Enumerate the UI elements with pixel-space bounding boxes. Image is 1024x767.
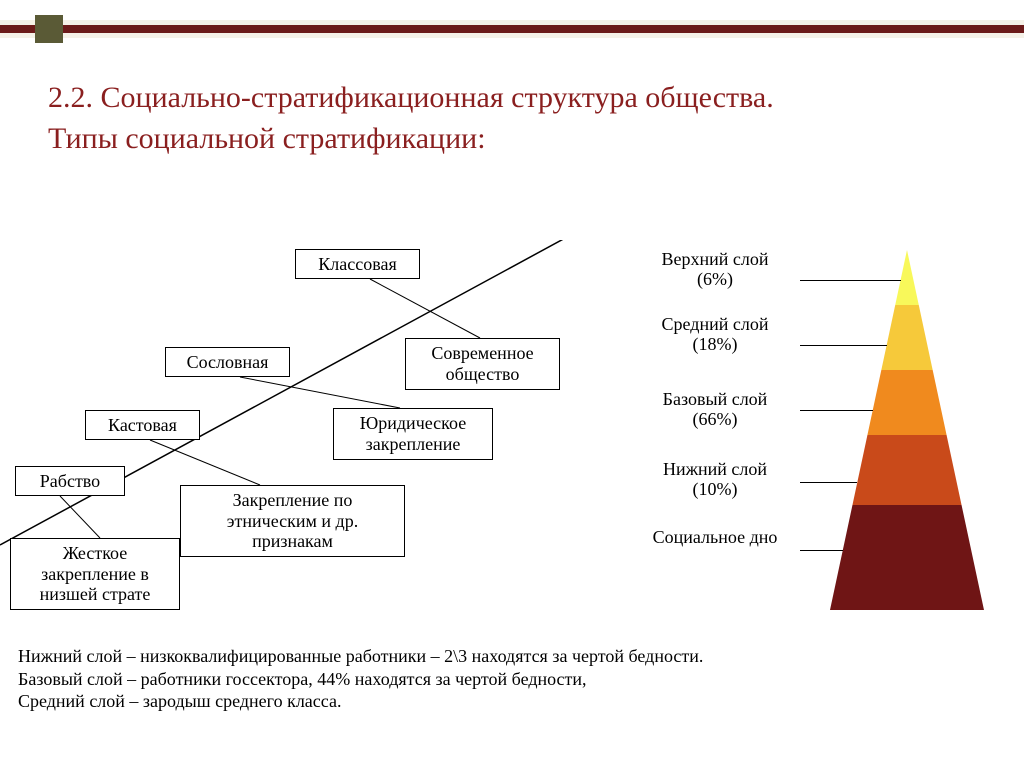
- box-rabstvo: Рабство: [15, 466, 125, 496]
- pyramid-chart: Верхний слой(6%) Средний слой(18%) Базовый…: [610, 250, 1010, 630]
- footnote-1: Нижний слой – низкоквалифицированные раб…: [18, 645, 918, 668]
- pyramid-leader-4: [800, 550, 843, 551]
- pyramid-leader-2: [800, 410, 873, 411]
- heading-line-2: Типы социальной стратификации:: [48, 122, 486, 155]
- box-klassovaya: Классовая: [295, 249, 420, 279]
- decorative-square: [35, 15, 63, 43]
- box-sovremennoe: Современное общество: [405, 338, 560, 390]
- pyramid-leader-3: [800, 482, 857, 483]
- heading-line-1: 2.2. Социально-стратификационная структу…: [48, 81, 774, 114]
- decorative-bar-dark: [0, 25, 1024, 33]
- pyramid-layer-2: [867, 370, 946, 435]
- box-yuridicheskoe: Юридическое закрепление: [333, 408, 493, 460]
- pyramid-leader-1: [800, 345, 887, 346]
- pyramid-leader-0: [800, 280, 901, 281]
- pyramid-label-2: Базовый слой(66%): [630, 390, 800, 430]
- footnote-3: Средний слой – зародыш среднего класса.: [18, 690, 918, 713]
- pyramid-svg: [610, 250, 1010, 630]
- pyramid-layer-3: [852, 435, 961, 505]
- pyramid-label-0: Верхний слой(6%): [630, 250, 800, 290]
- pyramid-layer-4: [830, 505, 984, 610]
- pyramid-label-4: Социальное дно: [630, 528, 800, 548]
- pyramid-layer-1: [881, 305, 932, 370]
- page-title: 2.2. Социально-стратификационная структу…: [48, 78, 978, 159]
- pyramid-label-1: Средний слой(18%): [630, 315, 800, 355]
- footnote-2: Базовый слой – работники госсектора, 44%…: [18, 668, 918, 691]
- pyramid-label-3: Нижний слой(10%): [630, 460, 800, 500]
- pyramid-layer-0: [895, 250, 919, 305]
- box-kastovaya: Кастовая: [85, 410, 200, 440]
- box-zakreplenie_etnic: Закрепление по этническим и др. признака…: [180, 485, 405, 557]
- footnotes: Нижний слой – низкоквалифицированные раб…: [18, 645, 918, 713]
- box-soslovnaya: Сословная: [165, 347, 290, 377]
- box-zhestkoe: Жесткое закрепление в низшей страте: [10, 538, 180, 610]
